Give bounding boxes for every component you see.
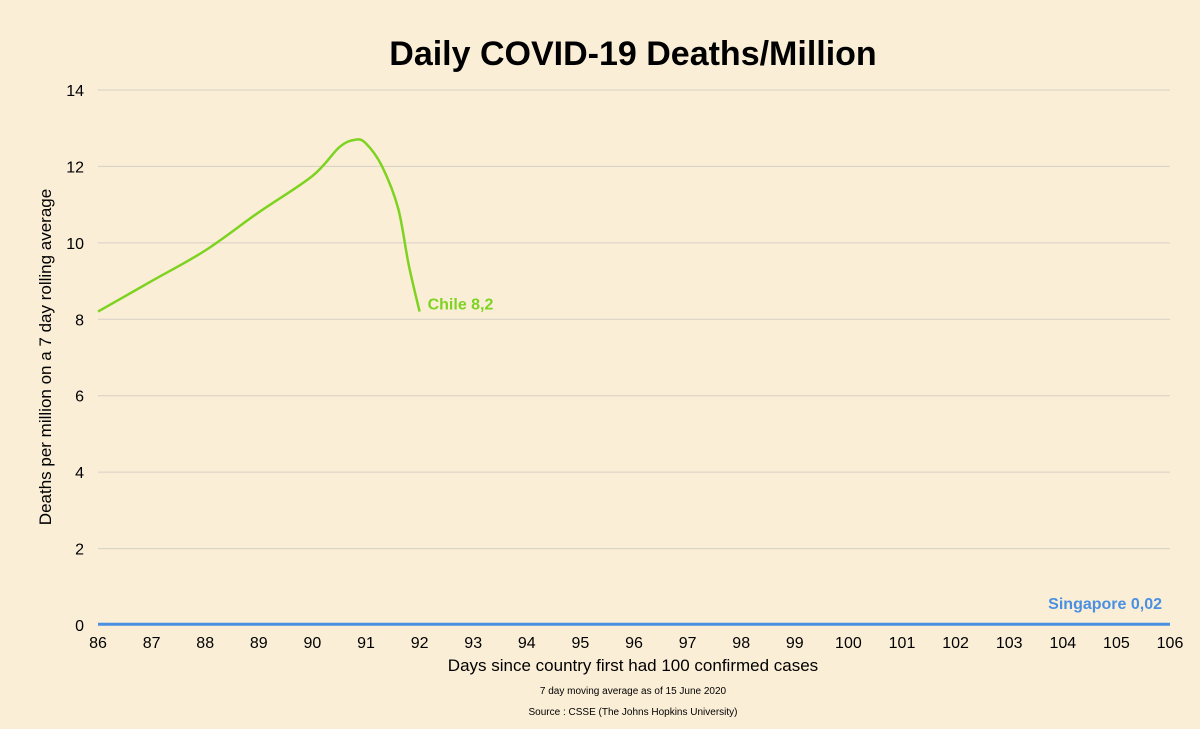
x-tick-100: 100 bbox=[835, 635, 862, 652]
x-tick-86: 86 bbox=[89, 635, 107, 652]
y-tick-12: 12 bbox=[66, 159, 84, 176]
x-tick-93: 93 bbox=[464, 635, 482, 652]
series-label-chile: Chile 8,2 bbox=[428, 297, 494, 314]
grid bbox=[98, 89, 1170, 626]
y-tick-labels: 0 2 4 6 8 10 12 14 bbox=[66, 83, 84, 635]
x-tick-101: 101 bbox=[889, 635, 916, 652]
x-tick-89: 89 bbox=[250, 635, 268, 652]
series-label-singapore: Singapore 0,02 bbox=[1048, 596, 1162, 613]
x-tick-90: 90 bbox=[304, 635, 322, 652]
moving-average-note: 7 day moving average as of 15 June 2020 bbox=[540, 686, 727, 697]
x-tick-105: 105 bbox=[1103, 635, 1130, 652]
y-tick-0: 0 bbox=[75, 618, 84, 635]
series-group: Chile 8,2 Singapore 0,02 bbox=[97, 138, 1170, 626]
x-tick-94: 94 bbox=[518, 635, 536, 652]
x-axis-label: Days since country first had 100 confirm… bbox=[448, 656, 818, 675]
x-tick-106: 106 bbox=[1157, 635, 1184, 652]
x-tick-88: 88 bbox=[196, 635, 214, 652]
y-tick-2: 2 bbox=[75, 542, 84, 559]
x-tick-103: 103 bbox=[996, 635, 1023, 652]
x-tick-91: 91 bbox=[357, 635, 375, 652]
series-line-chile bbox=[97, 138, 421, 313]
y-tick-14: 14 bbox=[66, 83, 84, 100]
y-tick-8: 8 bbox=[75, 312, 84, 329]
y-tick-6: 6 bbox=[75, 389, 84, 406]
y-tick-10: 10 bbox=[66, 236, 84, 253]
x-tick-104: 104 bbox=[1049, 635, 1076, 652]
x-tick-97: 97 bbox=[679, 635, 697, 652]
chart-title: Daily COVID-19 Deaths/Million bbox=[389, 35, 876, 73]
x-tick-95: 95 bbox=[572, 635, 590, 652]
x-tick-92: 92 bbox=[411, 635, 429, 652]
y-axis-label: Deaths per million on a 7 day rolling av… bbox=[36, 189, 55, 525]
x-tick-98: 98 bbox=[732, 635, 750, 652]
x-tick-labels: 86 87 88 89 90 91 92 93 94 95 96 97 98 99 100 101 102 103… bbox=[89, 635, 1183, 652]
y-tick-4: 4 bbox=[75, 465, 84, 482]
x-tick-87: 87 bbox=[143, 635, 161, 652]
x-tick-96: 96 bbox=[625, 635, 643, 652]
x-tick-99: 99 bbox=[786, 635, 804, 652]
source-note: Source : CSSE (The Johns Hopkins Univers… bbox=[529, 707, 738, 718]
x-tick-102: 102 bbox=[942, 635, 969, 652]
